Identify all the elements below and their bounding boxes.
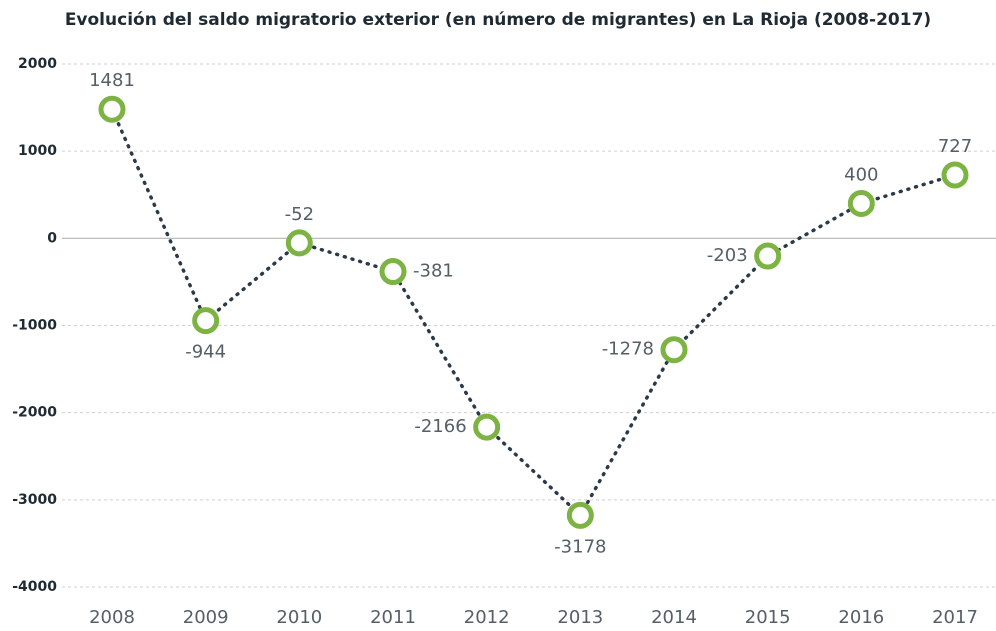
data-label: -52 (285, 204, 314, 225)
data-label: -2166 (414, 416, 466, 437)
marker (192, 307, 220, 335)
marker (473, 413, 501, 441)
x-tick-label: 2017 (932, 607, 978, 628)
marker (754, 242, 782, 270)
x-tick-label: 2008 (89, 607, 135, 628)
x-tick-label: 2015 (745, 607, 791, 628)
y-tick-label: -4000 (12, 579, 57, 595)
marker (660, 336, 688, 364)
marker (98, 95, 126, 123)
data-label: 400 (844, 164, 878, 185)
marker (847, 189, 875, 217)
data-label: -3178 (554, 536, 606, 557)
data-label: -381 (413, 261, 454, 282)
y-tick-label: -2000 (12, 405, 57, 421)
y-tick-label: -1000 (12, 318, 57, 334)
chart-title: Evolución del saldo migratorio exterior … (65, 10, 931, 30)
x-tick-label: 2009 (183, 607, 229, 628)
y-tick-label: 1000 (18, 143, 57, 159)
data-label: -203 (707, 245, 748, 266)
x-tick-label: 2011 (370, 607, 416, 628)
x-tick-label: 2010 (276, 607, 322, 628)
x-tick-label: 2014 (651, 607, 697, 628)
x-tick-label: 2016 (838, 607, 884, 628)
x-tick-label: 2013 (557, 607, 603, 628)
marker (566, 501, 594, 529)
x-tick-label: 2012 (464, 607, 510, 628)
data-label: 1481 (89, 70, 135, 91)
marker (285, 229, 313, 257)
y-tick-label: 2000 (18, 56, 57, 72)
y-tick-label: 0 (47, 230, 57, 246)
data-label: 727 (938, 136, 972, 157)
marker (941, 161, 969, 189)
marker (379, 258, 407, 286)
data-label: -944 (185, 342, 226, 363)
y-tick-label: -3000 (12, 492, 57, 508)
series-line (110, 107, 957, 519)
data-label: -1278 (602, 339, 654, 360)
